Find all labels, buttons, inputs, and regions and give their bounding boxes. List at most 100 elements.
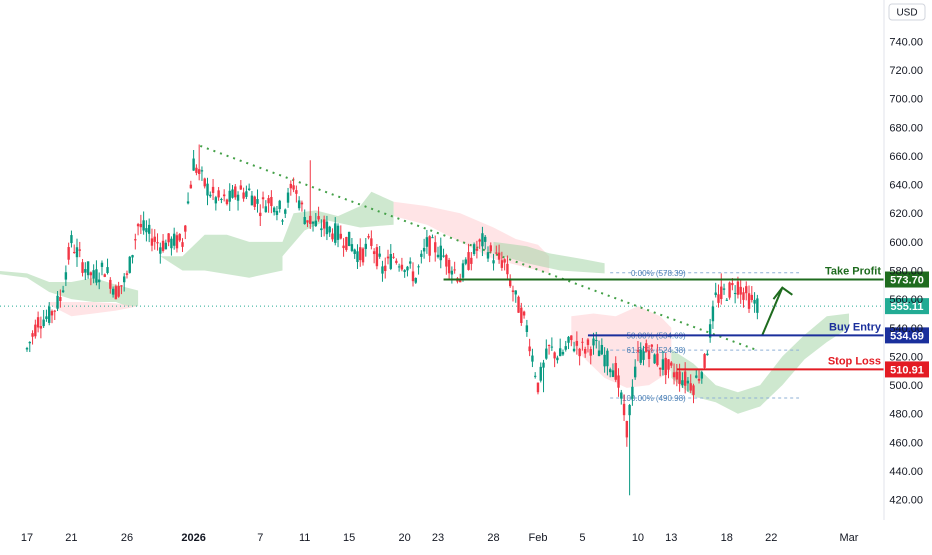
candle-body [161,240,165,251]
candle-body [156,242,159,244]
candle-body [536,382,540,393]
candle-body [447,259,451,274]
candle-body [395,260,398,263]
candle-body [270,196,273,207]
candle-body [689,383,692,391]
x-tick-label: 10 [632,532,644,544]
candle-body [317,216,320,220]
cloud-segment-bear [49,302,139,317]
candle-body [278,200,281,210]
candle-body [700,372,704,379]
candle-body [422,247,426,252]
candle-body [339,233,343,239]
y-tick-label: 480.00 [889,409,923,421]
candle-body [34,324,37,337]
candle-body [664,357,667,376]
candle-body [439,245,442,261]
candle-body [328,226,331,233]
candle-body [511,290,515,292]
candle-body [525,325,529,332]
candle-body [222,194,226,197]
cloud-segment-bull [671,313,849,414]
candle-body [175,235,179,249]
candle-body [167,233,170,243]
candle-body [28,341,31,344]
price-levels: Take Profit 573.70 Buy Entry 534.69 Stop Los… [443,266,929,378]
candle-body [345,236,348,250]
x-tick-label: 13 [665,532,677,544]
y-tick-label: 600.00 [889,237,923,249]
candle-body [134,239,137,241]
x-axis[interactable]: 17 21 26 2026 7 11 15 20 23 28 Feb 5 10 13 18 22 Mar [21,532,859,544]
candle-body [136,224,140,227]
candle-body [106,267,109,273]
ichimoku-cloud [0,191,849,414]
candle-body [453,269,456,271]
candle-body [253,196,256,207]
candle-body [608,369,612,373]
candle-body [242,192,245,199]
candle-body [247,188,251,191]
candle-body [197,169,201,175]
candle-body [697,378,701,381]
candle-body [375,247,379,267]
candle-body [478,239,481,242]
cloud-segment-bull [493,241,605,274]
candle-body [84,269,87,273]
candle-body [392,256,395,258]
candle-body [628,405,631,416]
fib-level-label: 61.80% (524.38) [627,346,686,355]
candle-body [181,242,184,247]
currency-badge[interactable]: USD [888,3,926,21]
cloud-segment-bear [571,306,672,388]
projection-arrow-head [772,286,793,300]
x-tick-label: 23 [432,532,444,544]
candle-body [78,249,81,251]
candle-body [417,266,420,268]
candle-body [567,336,570,343]
candle-body [75,247,79,258]
candle-body [484,236,487,242]
candle-body [70,235,73,244]
candle-body [614,362,617,380]
candle-body [517,296,520,313]
candle-body [514,290,517,295]
y-axis[interactable]: 420.00 440.00 460.00 480.00 500.00 520.00 540.… [883,0,923,520]
x-tick-label: 26 [121,532,133,544]
candle-body [236,194,240,201]
trendline [0,144,884,351]
candle-body [425,237,429,247]
candle-body [670,362,673,366]
candle-body [586,339,590,345]
candle-body [311,221,315,224]
y-tick-label: 460.00 [889,437,923,449]
x-tick-label: 18 [721,532,733,544]
candle-body [481,233,484,247]
currency-label: USD [896,8,917,19]
candle-body [467,252,470,270]
x-tick-label: Mar [840,532,859,544]
candle-body [667,359,670,370]
candle-body [61,290,65,293]
candle-body [378,253,381,257]
candle-body [25,348,29,350]
projection-arrow-line [761,287,784,336]
candle-body [267,198,270,204]
level-name-buy-entry: Buy Entry [829,321,882,333]
x-tick-label: 5 [579,532,585,544]
candle-body [220,198,223,200]
level-price-label: 534.69 [890,330,924,342]
candle-body [436,254,440,258]
x-tick-label: 11 [299,532,310,544]
candle-body [692,385,695,395]
level-price-label: 573.70 [890,275,924,287]
candle-body [553,352,556,359]
candle-body [645,343,648,352]
candle-body [572,348,576,352]
candle-body [547,345,551,347]
candle-body [578,348,581,357]
candle-body [195,167,198,173]
candle-body [231,189,234,198]
